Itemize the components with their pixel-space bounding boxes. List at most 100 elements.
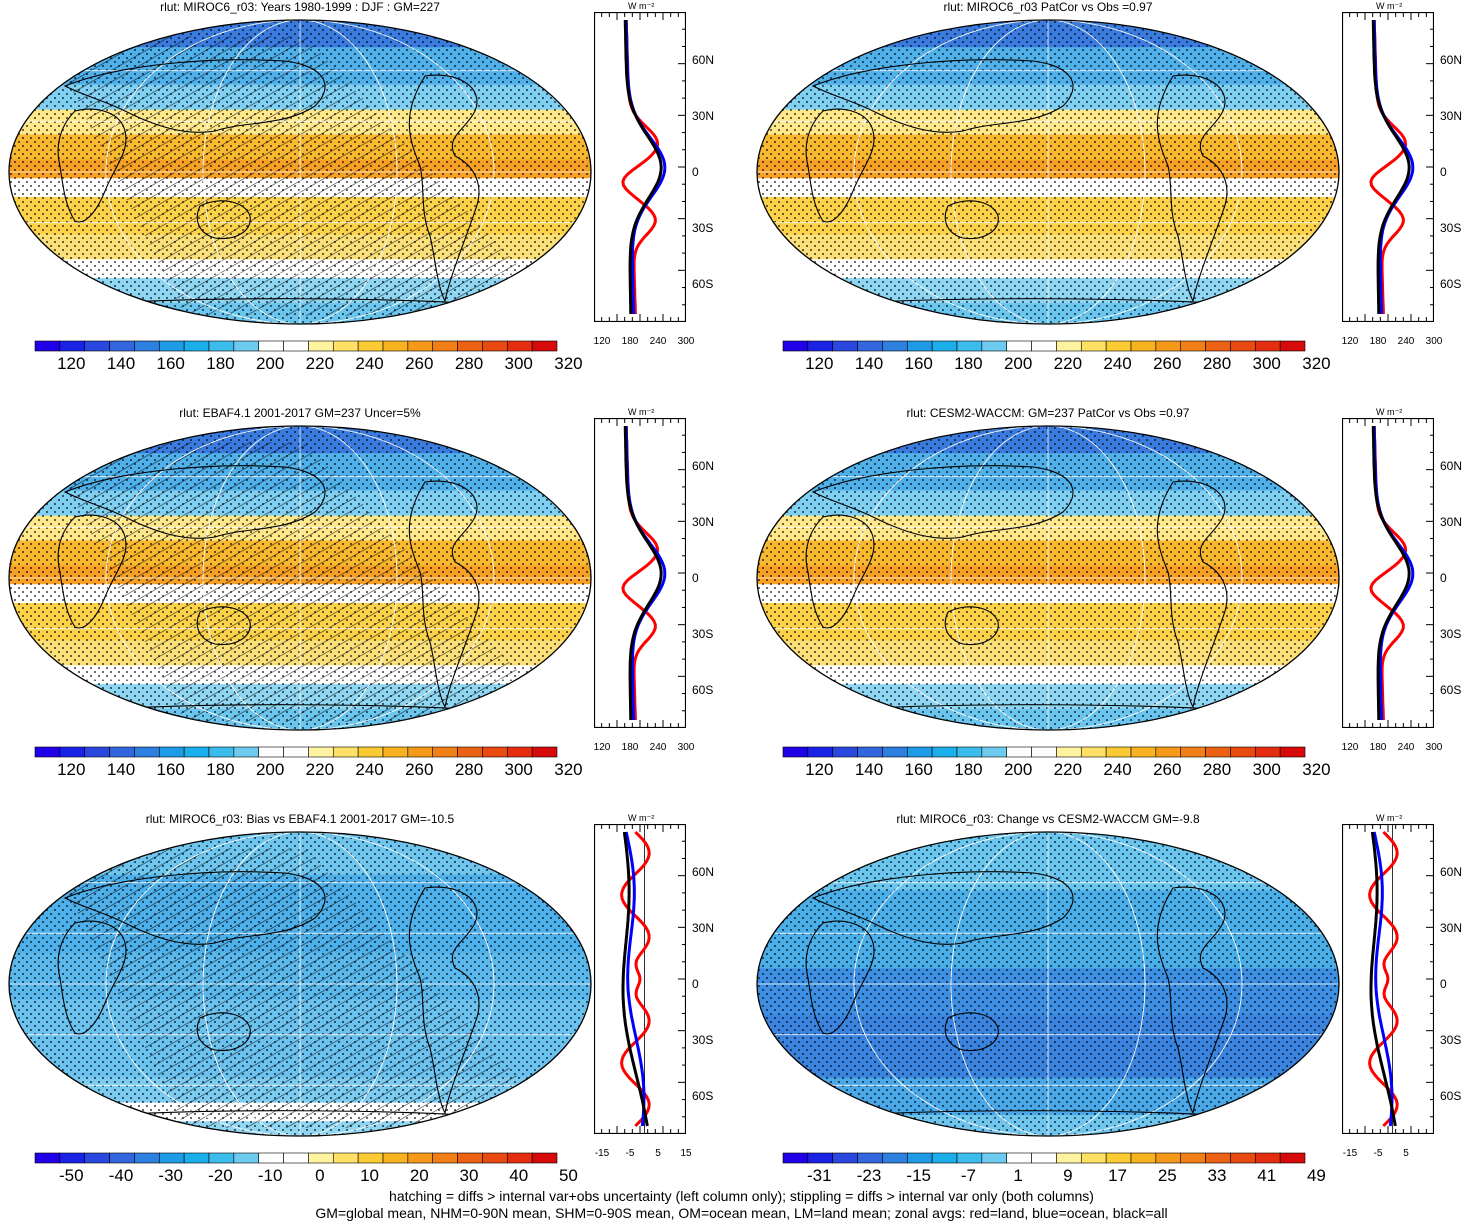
colorbar-swatch bbox=[432, 746, 458, 758]
colorbar-swatch bbox=[857, 746, 883, 758]
colorbar-swatch bbox=[981, 746, 1008, 758]
zonal-y-tick-label: 60N bbox=[692, 53, 715, 67]
colorbar-swatch bbox=[782, 340, 809, 352]
colorbar-swatch bbox=[1130, 1152, 1157, 1164]
colorbar-labels: -31 -23 -15 -7 1 9 17 25 33 41 49 bbox=[782, 1166, 1326, 1188]
zonal-y-tick-label: 30S bbox=[692, 627, 714, 641]
colorbar-swatch bbox=[1056, 1152, 1082, 1164]
colorbar-tick-label: 300 bbox=[1252, 354, 1281, 373]
colorbar-swatch bbox=[332, 340, 359, 352]
zonal-x-tick-label: 120 bbox=[1341, 742, 1359, 753]
zonal-unit-label: W m⁻² bbox=[628, 407, 655, 417]
colorbar-swatch bbox=[332, 746, 359, 758]
colorbar-swatch bbox=[506, 1152, 533, 1164]
colorbar-tick-label: -40 bbox=[108, 1166, 134, 1185]
colorbar-swatch bbox=[1080, 1152, 1107, 1164]
colorbar-swatch bbox=[457, 1152, 483, 1164]
colorbar-swatch bbox=[1105, 746, 1132, 758]
zonal-x-tick-label: 300 bbox=[1425, 742, 1443, 753]
map-plot bbox=[8, 19, 592, 325]
colorbar-swatch bbox=[931, 1152, 958, 1164]
colorbar-tick-label: 200 bbox=[1003, 354, 1033, 373]
colorbar-swatch bbox=[1230, 1152, 1256, 1164]
colorbar-tick-label: 260 bbox=[1153, 760, 1182, 779]
colorbar-swatch bbox=[308, 340, 334, 352]
colorbar-tick-label: -10 bbox=[257, 1166, 283, 1185]
colorbar-swatch bbox=[1006, 1152, 1032, 1164]
colorbar-swatch bbox=[832, 1152, 858, 1164]
zonal-y-tick-label: 30S bbox=[692, 1033, 714, 1047]
colorbar-swatch bbox=[482, 746, 508, 758]
zonal-average-plot bbox=[594, 12, 686, 322]
colorbar-swatch bbox=[1056, 340, 1082, 352]
colorbar-tick-label: 220 bbox=[305, 760, 335, 779]
colorbar-swatch bbox=[882, 1152, 908, 1164]
colorbar-swatch bbox=[956, 746, 983, 758]
panel-p3: rlut: EBAF4.1 2001-2017 GM=237 Uncer=5% 1… bbox=[0, 406, 735, 806]
zonal-y-tick-label: 60S bbox=[692, 683, 714, 697]
zonal-x-tick-label: 300 bbox=[677, 742, 695, 753]
zonal-x-tick-label: 180 bbox=[621, 742, 639, 753]
colorbar-labels: 120 140 160 180 200 220 240 260 280 300 320 bbox=[34, 760, 583, 782]
map-title: rlut: MIROC6_r03 PatCor vs Obs =0.97 bbox=[943, 0, 1153, 14]
colorbar-swatch bbox=[1130, 340, 1157, 352]
colorbar-tick-label: 180 bbox=[206, 354, 235, 373]
map-field bbox=[9, 426, 591, 730]
colorbar bbox=[34, 746, 558, 758]
colorbar-swatch bbox=[382, 746, 409, 758]
colorbar-swatch bbox=[482, 340, 508, 352]
colorbar-tick-label: 260 bbox=[405, 354, 434, 373]
colorbar-swatch bbox=[1155, 340, 1182, 352]
colorbar-swatch bbox=[134, 746, 160, 758]
colorbar-swatch bbox=[1031, 1152, 1057, 1164]
colorbar-swatch bbox=[1205, 340, 1231, 352]
colorbar-tick-label: 120 bbox=[805, 354, 834, 373]
map-field bbox=[9, 20, 591, 324]
colorbar-tick-label: 240 bbox=[355, 354, 384, 373]
colorbar-swatch bbox=[109, 340, 135, 352]
map-title: rlut: MIROC6_r03: Years 1980-1999 : DJF … bbox=[160, 0, 440, 14]
colorbar-tick-label: 49 bbox=[1306, 1166, 1326, 1185]
colorbar-tick-label: 30 bbox=[459, 1166, 479, 1185]
colorbar-tick-label: 300 bbox=[1252, 760, 1281, 779]
colorbar-tick-label: 300 bbox=[504, 760, 533, 779]
panel-p6: rlut: MIROC6_r03: Change vs CESM2-WACCM … bbox=[748, 812, 1483, 1212]
zonal-unit-label: W m⁻² bbox=[628, 813, 655, 823]
colorbar-tick-label: 240 bbox=[1103, 760, 1132, 779]
colorbar-swatch bbox=[258, 340, 284, 352]
colorbar-tick-label: 220 bbox=[1053, 354, 1083, 373]
colorbar-tick-label: 41 bbox=[1257, 1166, 1277, 1185]
zonal-unit-label: W m⁻² bbox=[628, 1, 655, 11]
map-title: rlut: EBAF4.1 2001-2017 GM=237 Uncer=5% bbox=[179, 406, 421, 420]
zonal-y-tick-label: 0 bbox=[1440, 165, 1447, 179]
zonal-x-tick-label: -5 bbox=[1373, 1148, 1383, 1159]
colorbar-swatch bbox=[34, 746, 61, 758]
colorbar-swatch bbox=[1155, 746, 1182, 758]
colorbar-swatch bbox=[1130, 746, 1157, 758]
colorbar-tick-label: 220 bbox=[305, 354, 335, 373]
colorbar-tick-label: 320 bbox=[554, 760, 583, 779]
colorbar-swatch bbox=[931, 746, 958, 758]
zonal-x-tick-label: 300 bbox=[677, 336, 695, 347]
map-outline bbox=[756, 831, 1340, 1137]
colorbar-swatch bbox=[432, 340, 458, 352]
colorbar bbox=[782, 340, 1306, 352]
zonal-y-tick-label: 60S bbox=[1440, 1089, 1462, 1103]
colorbar-swatch bbox=[807, 746, 834, 758]
colorbar-tick-label: -20 bbox=[208, 1166, 233, 1185]
colorbar-tick-label: -23 bbox=[856, 1166, 882, 1185]
colorbar-swatch bbox=[109, 1152, 135, 1164]
colorbar-swatch bbox=[782, 746, 809, 758]
colorbar-swatch bbox=[34, 340, 61, 352]
map-field bbox=[757, 832, 1339, 1136]
colorbar-tick-label: 280 bbox=[1202, 354, 1232, 373]
zonal-y-tick-label: 60N bbox=[1440, 459, 1463, 473]
colorbar bbox=[782, 746, 1306, 758]
colorbar-swatch bbox=[283, 340, 309, 352]
colorbar-swatch bbox=[233, 340, 260, 352]
zonal-y-tick-label: 30N bbox=[692, 109, 715, 123]
zonal-x-tick-label: 120 bbox=[593, 336, 611, 347]
colorbar-swatch bbox=[906, 746, 933, 758]
zonal-y-tick-label: 0 bbox=[692, 165, 699, 179]
colorbar-tick-label: 10 bbox=[360, 1166, 380, 1185]
